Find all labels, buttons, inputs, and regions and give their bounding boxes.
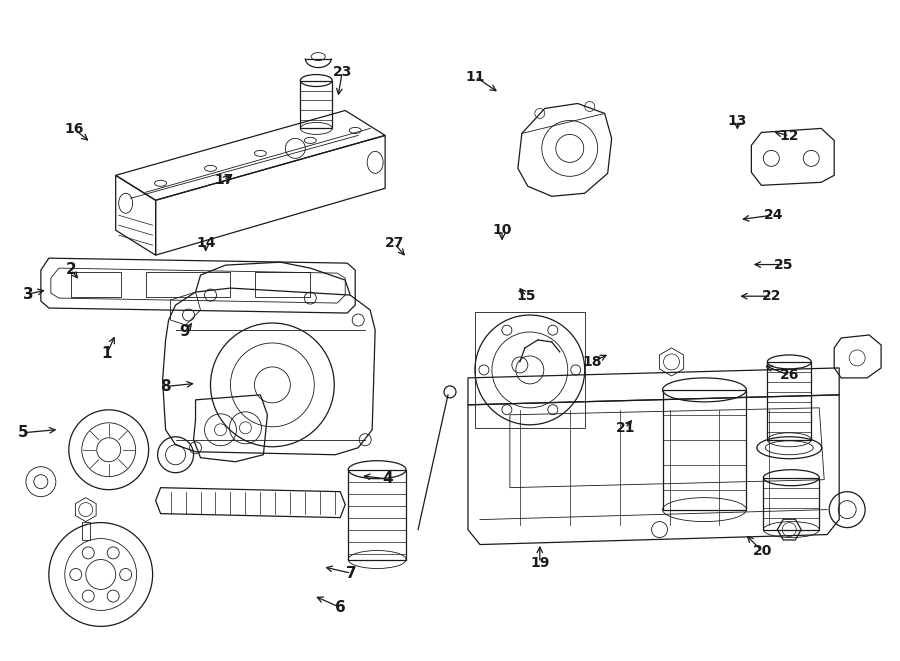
Bar [146, 272, 230, 297]
Text: 11: 11 [465, 69, 485, 83]
Text: 9: 9 [180, 325, 191, 339]
Text: 14: 14 [196, 237, 215, 251]
Text: 5: 5 [18, 425, 29, 440]
Text: 3: 3 [22, 287, 33, 301]
Bar [763, 478, 819, 529]
Bar [71, 272, 121, 297]
Text: 23: 23 [332, 65, 352, 79]
Bar [256, 272, 310, 297]
Text: 18: 18 [582, 355, 602, 369]
Text: 22: 22 [761, 290, 781, 303]
Text: 10: 10 [492, 223, 512, 237]
Text: 24: 24 [763, 208, 783, 222]
Text: 27: 27 [384, 237, 404, 251]
Text: 15: 15 [517, 290, 536, 303]
Text: 13: 13 [728, 114, 747, 128]
Text: 19: 19 [530, 556, 550, 570]
Text: 6: 6 [335, 600, 346, 615]
Bar [82, 522, 90, 539]
Text: 8: 8 [160, 379, 171, 394]
Text: 7: 7 [346, 566, 356, 581]
Text: 4: 4 [382, 471, 392, 486]
Text: 17: 17 [214, 173, 233, 187]
Text: 2: 2 [66, 262, 77, 278]
Bar [662, 390, 746, 510]
Text: 20: 20 [753, 545, 772, 559]
Bar [301, 81, 332, 128]
Text: 1: 1 [102, 346, 112, 361]
Bar [348, 470, 406, 559]
Text: 25: 25 [774, 258, 794, 272]
Text: 21: 21 [616, 421, 634, 435]
Text: 26: 26 [779, 368, 799, 382]
Bar [768, 362, 811, 440]
Text: 16: 16 [65, 122, 85, 136]
Text: 12: 12 [779, 129, 799, 143]
